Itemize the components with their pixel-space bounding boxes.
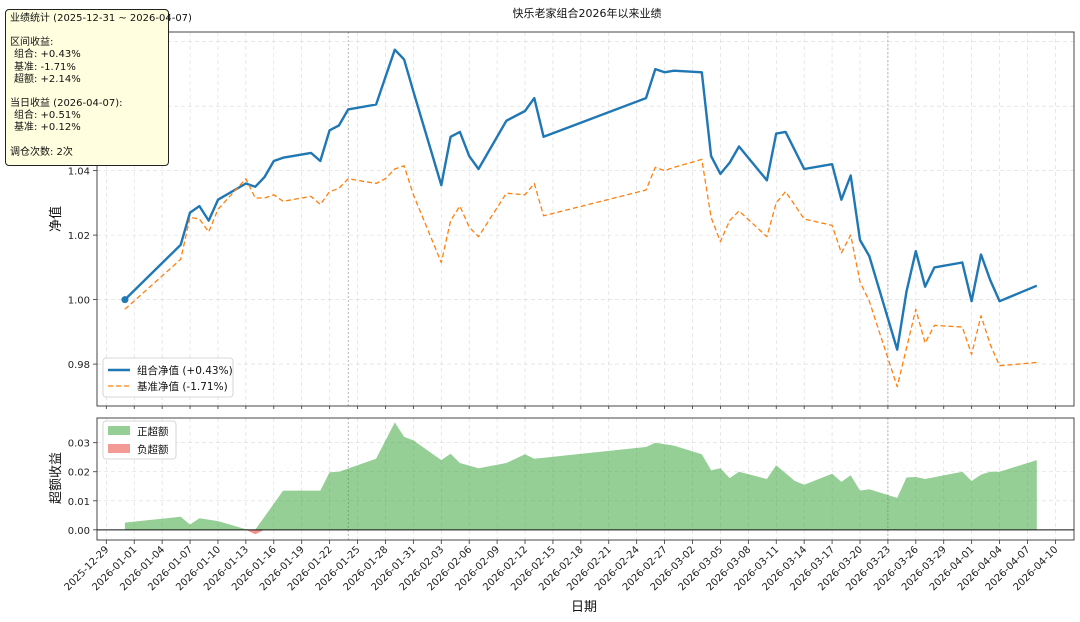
legend-positive-swatch bbox=[108, 426, 130, 435]
performance-stats-box: 业绩统计 (2025-12-31 ~ 2026-04-07) 区间收益: 组合:… bbox=[5, 9, 192, 166]
bottom-y-tick-label: 0.03 bbox=[68, 439, 90, 450]
top-y-tick-label: 1.00 bbox=[68, 296, 90, 307]
portfolio-nav-line bbox=[124, 48, 1038, 351]
bottom-y-axis-label: 超额收益 bbox=[49, 452, 64, 504]
benchmark-nav-line bbox=[124, 158, 1037, 388]
stats-range-heading: 区间收益: bbox=[10, 37, 54, 49]
stats-daily-benchmark: 基准: +0.12% bbox=[14, 122, 81, 134]
top-y-tick-label: 1.02 bbox=[68, 231, 90, 242]
bottom-plot-frame bbox=[96, 417, 1075, 541]
stats-range-excess: 超额: +2.14% bbox=[14, 73, 81, 85]
top-legend-box bbox=[102, 357, 234, 398]
x-axis-label: 日期 bbox=[571, 600, 597, 615]
stats-title: 业绩统计 (2025-12-31 ~ 2026-04-07) bbox=[10, 13, 192, 24]
legend-positive-label: 正超额 bbox=[137, 425, 169, 438]
legend-portfolio-label: 组合净值 (+0.43%) bbox=[137, 364, 233, 377]
top-plot-frame bbox=[96, 31, 1075, 407]
stats-daily-heading: 当日收益 (2026-04-07): bbox=[10, 98, 123, 110]
bottom-y-tick-label: 0.01 bbox=[68, 497, 90, 508]
stats-range-benchmark: 基准: -1.71% bbox=[14, 61, 76, 73]
top-y-tick-label: 1.04 bbox=[68, 167, 90, 178]
stats-range-portfolio: 组合: +0.43% bbox=[14, 49, 81, 61]
start-point-marker bbox=[121, 296, 129, 304]
stats-rebalance-count: 调仓次数: 2次 bbox=[10, 146, 73, 158]
top-y-axis-label: 净值 bbox=[48, 206, 64, 232]
positive-excess-area bbox=[124, 422, 1037, 530]
legend-benchmark-label: 基准净值 (-1.71%) bbox=[137, 380, 228, 393]
bottom-y-tick-label: 0.02 bbox=[68, 468, 90, 479]
top-y-tick-label: 0.98 bbox=[68, 360, 90, 371]
bottom-y-tick-label: 0.00 bbox=[68, 526, 90, 537]
stats-daily-portfolio: 组合: +0.51% bbox=[14, 110, 81, 122]
legend-negative-swatch bbox=[108, 444, 130, 453]
chart-title: 快乐老家组合2026年以来业绩 bbox=[513, 6, 662, 20]
legend-negative-label: 负超额 bbox=[137, 443, 169, 456]
